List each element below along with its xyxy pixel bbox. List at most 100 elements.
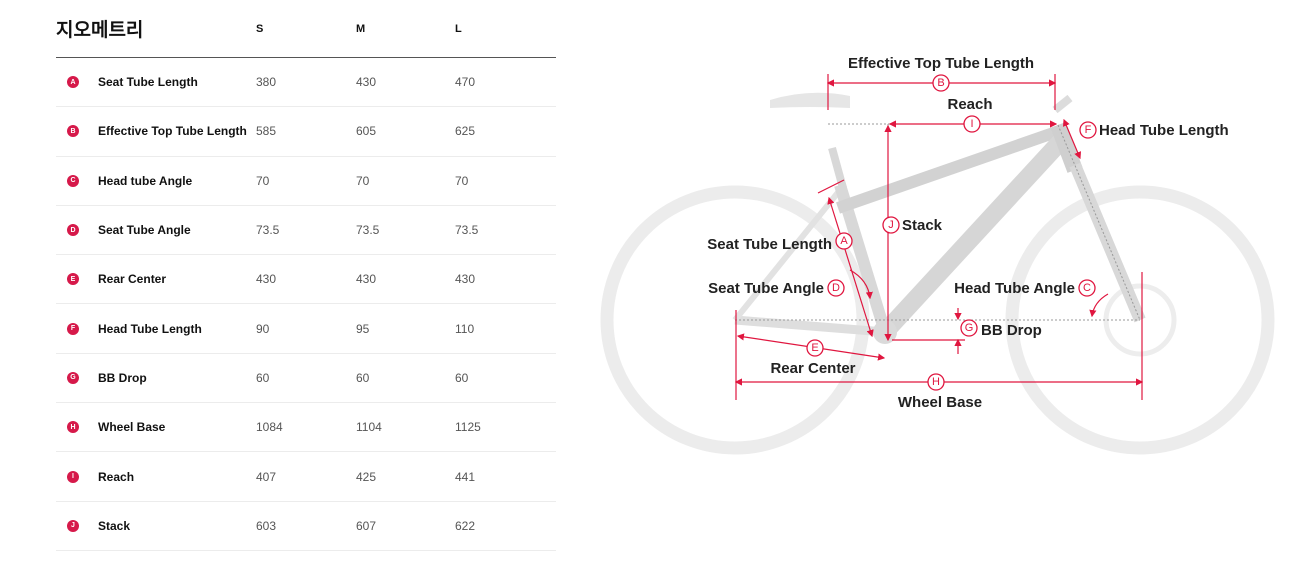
label-seat-tube-angle: Seat Tube Angle bbox=[708, 280, 824, 297]
value-m: 70 bbox=[356, 173, 370, 188]
value-s: 1084 bbox=[256, 420, 283, 435]
letter-g: G bbox=[965, 322, 974, 334]
letter-j: J bbox=[888, 219, 894, 231]
value-l: 60 bbox=[455, 370, 469, 385]
row-label: Head tube Angle bbox=[98, 173, 193, 188]
value-m: 425 bbox=[356, 469, 377, 484]
value-l: 73.5 bbox=[455, 223, 479, 238]
fork bbox=[1069, 162, 1146, 323]
table-row: G BB Drop 60 60 60 bbox=[56, 354, 556, 404]
label-seat-tube-length: Seat Tube Length bbox=[707, 236, 832, 253]
letter-f: F bbox=[1085, 124, 1092, 136]
geometry-table: 지오메트리 S M L A Seat Tube Length 380 430 470 B E… bbox=[56, 0, 556, 551]
value-s: 407 bbox=[256, 469, 277, 484]
row-label: Stack bbox=[98, 518, 131, 533]
row-letter-badge: B bbox=[67, 125, 79, 138]
letter-a: A bbox=[840, 235, 848, 247]
value-l: 625 bbox=[455, 124, 476, 139]
label-head-tube-length: Head Tube Length bbox=[1099, 122, 1229, 139]
table-row: D Seat Tube Angle 73.5 73.5 73.5 bbox=[56, 206, 556, 256]
row-label: Effective Top Tube Length bbox=[98, 124, 247, 139]
table-row: A Seat Tube Length 380 430 470 bbox=[56, 58, 556, 108]
handlebar bbox=[1052, 94, 1073, 114]
letter-e: E bbox=[811, 342, 818, 354]
row-letter-badge: D bbox=[67, 224, 79, 237]
table-row: H Wheel Base 1084 1104 1125 bbox=[56, 403, 556, 453]
seat-tube-dim-line bbox=[827, 196, 874, 338]
table-row: B Effective Top Tube Length 585 605 625 bbox=[56, 107, 556, 157]
row-letter-badge: J bbox=[67, 519, 79, 532]
value-s: 585 bbox=[256, 124, 277, 139]
value-l: 622 bbox=[455, 518, 476, 533]
seatpost bbox=[828, 146, 847, 190]
down-tube bbox=[878, 133, 1069, 339]
letter-markers bbox=[806, 74, 1097, 391]
value-s: 73.5 bbox=[256, 223, 280, 238]
label-bb-drop: BB Drop bbox=[981, 322, 1042, 339]
head-tube bbox=[1050, 122, 1083, 173]
row-letter-badge: C bbox=[67, 174, 79, 187]
row-label: Rear Center bbox=[98, 272, 167, 287]
table-row: E Rear Center 430 430 430 bbox=[56, 255, 556, 305]
bike-silhouette bbox=[600, 92, 1275, 455]
label-effective-top-tube: Effective Top Tube Length bbox=[848, 55, 1034, 72]
disc-brake bbox=[1103, 283, 1177, 357]
value-l: 441 bbox=[455, 469, 476, 484]
head-tube-angle-arc bbox=[1089, 293, 1109, 318]
label-head-tube-angle: Head Tube Angle bbox=[954, 280, 1075, 297]
value-s: 60 bbox=[256, 370, 270, 385]
bike-geometry-diagram: B I F J A D C G E H Effective Top Tube L… bbox=[600, 55, 1275, 455]
letter-b: B bbox=[937, 77, 944, 89]
value-m: 430 bbox=[356, 272, 377, 287]
label-reach: Reach bbox=[947, 96, 992, 113]
table-title: 지오메트리 bbox=[56, 19, 144, 41]
letter-i: I bbox=[970, 118, 973, 130]
table-row: I Reach 407 425 441 bbox=[56, 452, 556, 502]
row-letter-badge: H bbox=[67, 421, 79, 434]
value-s: 603 bbox=[256, 518, 277, 533]
letter-c: C bbox=[1083, 282, 1091, 294]
row-label: Reach bbox=[98, 469, 135, 484]
dimension-labels: Effective Top Tube Length Reach Head Tub… bbox=[707, 55, 1228, 411]
value-l: 110 bbox=[455, 321, 475, 336]
label-wheel-base: Wheel Base bbox=[898, 394, 982, 411]
table-header: 지오메트리 S M L bbox=[56, 0, 556, 58]
row-label: Seat Tube Length bbox=[98, 75, 198, 90]
value-l: 470 bbox=[455, 75, 476, 90]
label-stack: Stack bbox=[902, 217, 943, 234]
value-m: 430 bbox=[356, 75, 377, 90]
row-letter-badge: E bbox=[67, 273, 79, 286]
head-tube-dim-line bbox=[1063, 118, 1081, 160]
column-header-m: M bbox=[356, 22, 366, 35]
table-row: F Head Tube Length 90 95 110 bbox=[56, 304, 556, 354]
row-letter-badge: A bbox=[67, 76, 79, 89]
value-l: 70 bbox=[455, 173, 469, 188]
value-l: 430 bbox=[455, 272, 476, 287]
seatstay bbox=[732, 188, 843, 322]
value-s: 430 bbox=[256, 272, 277, 287]
seat-tube-angle-arc bbox=[849, 269, 873, 300]
letter-d: D bbox=[832, 282, 840, 294]
value-s: 90 bbox=[256, 321, 270, 336]
row-letter-badge: I bbox=[67, 470, 79, 483]
value-s: 380 bbox=[256, 75, 277, 90]
value-s: 70 bbox=[256, 173, 270, 188]
top-tube bbox=[836, 124, 1064, 214]
row-label: Seat Tube Angle bbox=[98, 223, 191, 238]
value-l: 1125 bbox=[455, 420, 481, 435]
label-rear-center: Rear Center bbox=[770, 360, 855, 377]
column-header-s: S bbox=[256, 22, 264, 35]
value-m: 60 bbox=[356, 370, 370, 385]
row-label: BB Drop bbox=[98, 370, 147, 385]
letter-marker-text: B I F J A D C G E H bbox=[811, 77, 1091, 388]
table-row: J Stack 603 607 622 bbox=[56, 502, 556, 551]
value-m: 73.5 bbox=[356, 223, 380, 238]
row-letter-badge: F bbox=[67, 322, 79, 335]
saddle bbox=[770, 92, 850, 108]
row-letter-badge: G bbox=[67, 371, 79, 384]
value-m: 95 bbox=[356, 321, 370, 336]
letter-h: H bbox=[932, 376, 940, 388]
table-row: C Head tube Angle 70 70 70 bbox=[56, 157, 556, 206]
value-m: 1104 bbox=[356, 420, 382, 435]
row-label: Head Tube Length bbox=[98, 321, 202, 336]
